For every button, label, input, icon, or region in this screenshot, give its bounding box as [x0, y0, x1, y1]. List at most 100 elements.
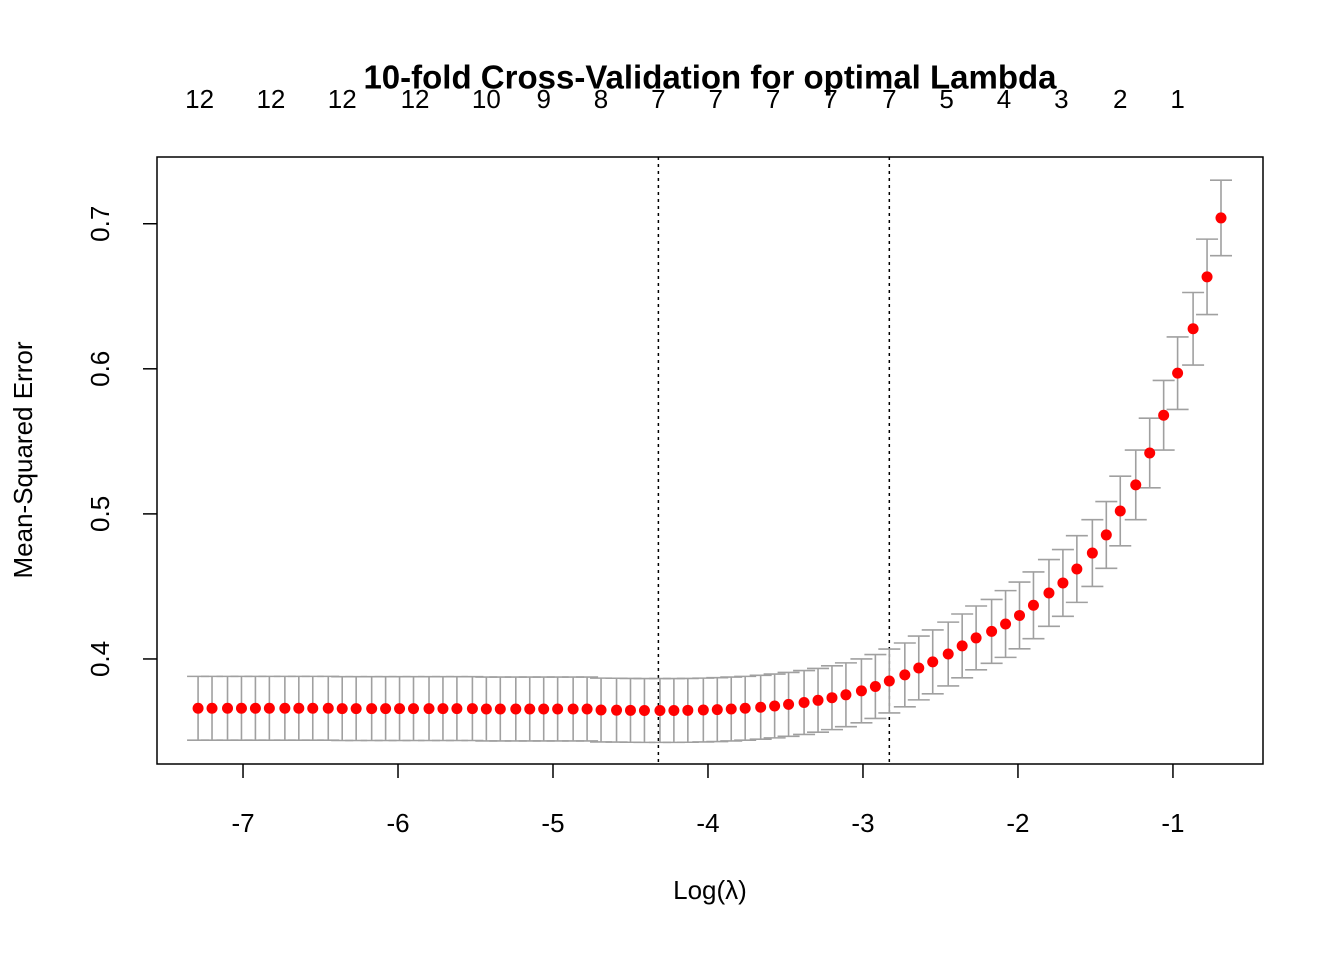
point: [1014, 609, 1026, 621]
point: [263, 702, 275, 714]
point: [697, 704, 709, 716]
point: [812, 694, 824, 706]
x-tick-label: -2: [1006, 808, 1029, 838]
point: [538, 703, 550, 715]
plot-frame: [156, 156, 1264, 765]
point: [725, 703, 737, 715]
point: [970, 632, 982, 644]
top-tick-label: 8: [594, 84, 608, 114]
top-tick-label: 7: [709, 84, 723, 114]
y-tick-label: 0.4: [85, 641, 115, 677]
point: [883, 675, 895, 687]
point: [494, 703, 506, 715]
point: [711, 704, 723, 716]
top-tick-label: 12: [328, 84, 357, 114]
point: [769, 700, 781, 712]
x-tick-label: -5: [541, 808, 564, 838]
x-tick-label: -1: [1161, 808, 1184, 838]
point: [638, 704, 650, 716]
top-tick-label: 2: [1113, 84, 1127, 114]
point: [437, 703, 449, 715]
point: [1172, 367, 1184, 379]
point: [1144, 447, 1156, 459]
point: [899, 669, 911, 681]
point: [783, 698, 795, 710]
top-tick-label: 1: [1170, 84, 1184, 114]
y-tick-label: 0.5: [85, 496, 115, 532]
point: [581, 703, 593, 715]
point: [510, 703, 522, 715]
point: [840, 689, 852, 701]
top-tick-label: 7: [766, 84, 780, 114]
top-tick-label: 12: [401, 84, 430, 114]
point: [192, 702, 204, 714]
x-axis-label: Log(λ): [673, 875, 747, 905]
point: [451, 703, 463, 715]
point: [1130, 479, 1142, 491]
point: [682, 704, 694, 716]
top-tick-label: 7: [823, 84, 837, 114]
point: [611, 704, 623, 716]
point: [1071, 563, 1083, 575]
point: [380, 703, 392, 715]
point: [595, 704, 607, 716]
point: [394, 703, 406, 715]
point: [293, 702, 305, 714]
point: [279, 702, 291, 714]
point: [206, 702, 218, 714]
top-tick-label: 7: [651, 84, 665, 114]
top-tick-label: 4: [997, 84, 1011, 114]
top-tick-label: 5: [939, 84, 953, 114]
point: [826, 692, 838, 704]
point: [927, 656, 939, 668]
x-tick-label: -7: [231, 808, 254, 838]
point: [466, 703, 478, 715]
point: [913, 662, 925, 674]
point: [668, 704, 680, 716]
chart-title: 10-fold Cross-Validation for optimal Lam…: [363, 59, 1057, 96]
point: [855, 685, 867, 697]
point: [624, 704, 636, 716]
y-tick-label: 0.7: [85, 206, 115, 242]
point: [798, 696, 810, 708]
point: [1027, 599, 1039, 611]
point: [336, 703, 348, 715]
point: [1187, 323, 1199, 335]
x-tick-label: -6: [386, 808, 409, 838]
point: [235, 702, 247, 714]
point: [1100, 529, 1112, 541]
top-tick-label: 7: [882, 84, 896, 114]
point: [956, 640, 968, 652]
point: [366, 703, 378, 715]
point: [986, 625, 998, 637]
point: [524, 703, 536, 715]
point: [1201, 271, 1213, 283]
top-tick-label: 3: [1054, 84, 1068, 114]
x-tick-label: -4: [696, 808, 719, 838]
point: [408, 703, 420, 715]
point: [350, 703, 362, 715]
point: [222, 702, 234, 714]
top-tick-label: 9: [536, 84, 550, 114]
point: [654, 704, 666, 716]
point: [567, 703, 579, 715]
point: [423, 703, 435, 715]
point: [552, 703, 564, 715]
top-tick-label: 12: [256, 84, 285, 114]
point: [1215, 212, 1227, 224]
point: [322, 702, 334, 714]
point: [1114, 505, 1126, 517]
y-tick-label: 0.6: [85, 351, 115, 387]
point: [1043, 587, 1055, 599]
point: [869, 681, 881, 693]
point: [1000, 618, 1012, 630]
point: [942, 648, 954, 660]
point: [755, 701, 767, 713]
y-axis-label: Mean-Squared Error: [8, 341, 38, 578]
point: [1086, 547, 1098, 559]
top-tick-label: 10: [472, 84, 501, 114]
top-tick-label: 12: [185, 84, 214, 114]
point: [1158, 409, 1170, 421]
